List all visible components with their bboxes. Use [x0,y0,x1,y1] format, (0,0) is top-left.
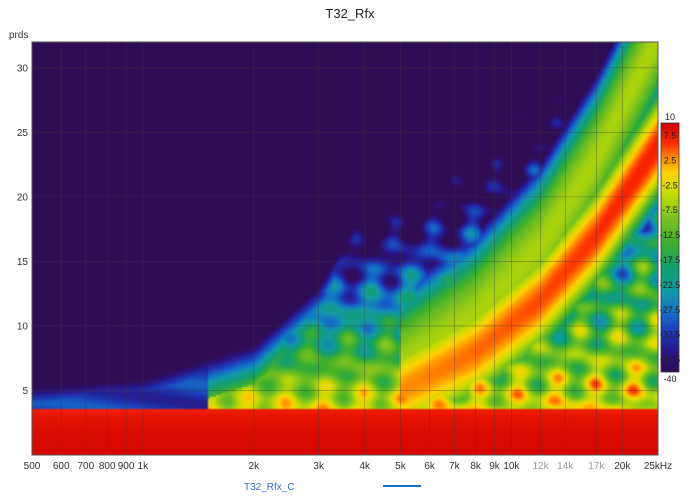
colorbar-tick-label: -37.5 [660,355,681,365]
x-tick-label: 800 [99,461,116,472]
x-tick-label: 600 [53,461,70,472]
x-tick-label: 1k [138,461,150,472]
legend[interactable]: T32_Rfx_C [244,482,421,493]
colorbar-tick-label: -32.5 [660,330,681,340]
x-tick-label: 25kHz [644,461,672,472]
colorbar-tick-label: -22.5 [660,280,681,290]
colorbar-labels: 10 7.5 2.5 -2.5 -7.5 -12.5 -17.5 -22.5 -27.5 -32.… [660,112,681,384]
x-tick-label: 14k [557,461,574,472]
x-tick-label: 10k [503,461,520,472]
x-tick-label: 7k [449,461,461,472]
y-tick-label: 5 [22,386,28,397]
colorbar-tick-label: -2.5 [662,180,678,190]
legend-label: T32_Rfx_C [244,482,295,493]
y-tick-label: 15 [17,257,29,268]
colorbar-tick-label: -27.5 [660,305,681,315]
plot-area [31,41,659,456]
x-tick-label: 900 [118,461,135,472]
colorbar-tick-label: -7.5 [662,205,678,215]
plot-frame [31,41,659,456]
x-tick-label: 500 [24,461,41,472]
colorbar-scale [660,122,680,373]
x-tick-label: 9k [489,461,501,472]
y-axis: 5 10 15 20 25 30 [17,63,29,397]
colorbar-tick-label: 10 [665,112,675,122]
x-tick-label: 20k [614,461,631,472]
y-tick-label: 30 [17,63,29,74]
x-tick-label: 8k [470,461,482,472]
colorbar-tick-label: -40 [663,374,676,384]
x-tick-label: 2k [249,461,261,472]
y-tick-label: 10 [17,321,29,332]
grid-lines [32,42,658,455]
x-tick-label: 4k [359,461,371,472]
colorbar: 10 7.5 2.5 -2.5 -7.5 -12.5 -17.5 -22.5 -27.5 -32.… [660,112,681,384]
x-tick-label: 12k [532,461,549,472]
x-tick-label: 5k [395,461,407,472]
y-tick-label: 25 [17,128,29,139]
x-tick-label: 700 [77,461,94,472]
y-axis-label: prds [9,30,28,41]
x-tick-label: 17k [588,461,605,472]
chart-title: T32_Rfx [325,6,375,21]
y-tick-label: 20 [17,192,29,203]
colorbar-tick-label: 2.5 [664,155,677,165]
x-tick-label: 6k [424,461,436,472]
x-axis: 500 600 700 800 900 1k 2k 3k 4k 5k 6k 7k 8k 9k 10k 12k 1… [24,461,673,472]
heatmap-surface [32,42,658,455]
colorbar-tick-label: -12.5 [660,230,681,240]
colorbar-tick-label: -17.5 [660,255,681,265]
colorbar-tick-label: 7.5 [664,130,677,140]
x-tick-label: 3k [313,461,325,472]
